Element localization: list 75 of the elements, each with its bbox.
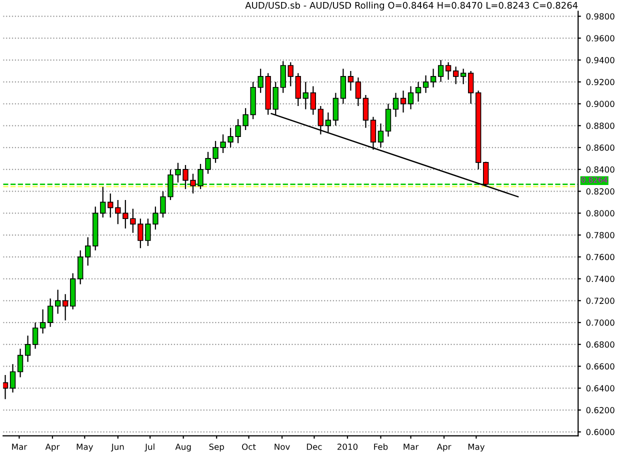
y-tick-label: 0.6200 <box>586 407 614 414</box>
candlestick <box>85 236 91 266</box>
x-tick-label: Dec <box>306 444 322 450</box>
y-tick-label: 0.9000 <box>586 100 614 108</box>
y-tick-label: 0.8200 <box>586 188 614 195</box>
y-tick-label: 0.7200 <box>586 298 614 304</box>
y-tick-label: 0.9200 <box>586 78 614 86</box>
candlestick <box>483 161 489 188</box>
y-tick-label: 0.9800 <box>586 13 614 20</box>
x-tick-label: May <box>468 444 485 452</box>
candlestick <box>10 364 16 394</box>
y-tick-label: 0.7800 <box>586 232 614 238</box>
candlestick <box>355 76 362 107</box>
candlestick <box>385 103 392 138</box>
x-tick-label: Mar <box>404 444 419 450</box>
candlestick <box>392 92 399 118</box>
candlestick <box>362 94 369 128</box>
x-tick-label: Mar <box>12 444 28 450</box>
x-tick-label: May <box>76 444 94 452</box>
x-tick-label: Aug <box>175 444 191 452</box>
candlestick <box>332 92 339 126</box>
candlestick <box>468 70 474 104</box>
candlestick <box>452 66 459 85</box>
candlestick <box>422 74 429 94</box>
x-tick-label: Nov <box>274 444 290 450</box>
y-tick-label: 0.8400 <box>586 166 614 173</box>
candlestick <box>62 294 68 321</box>
y-tick-label: 0.6600 <box>586 363 614 370</box>
candlestick <box>47 298 54 328</box>
x-tick-label: Oct <box>242 444 256 450</box>
x-tick-label: Apr <box>45 444 60 452</box>
x-tick-label: Jul <box>144 443 154 452</box>
candlestick <box>100 186 106 218</box>
candlestick <box>302 81 308 110</box>
x-tick-label: Apr <box>436 444 452 452</box>
candlestick <box>55 289 61 314</box>
candlestick <box>370 116 376 150</box>
candlestick <box>445 62 452 80</box>
y-tick-label: 0.6800 <box>586 341 614 348</box>
y-tick-label: 0.6000 <box>586 428 614 436</box>
candlestick <box>295 72 301 107</box>
x-tick-label: Feb <box>374 443 388 450</box>
candlestick <box>378 122 384 148</box>
candlestick <box>310 86 316 116</box>
candlestick <box>40 308 46 334</box>
y-tick-label: 0.9400 <box>586 57 614 64</box>
x-tick-label: Jun <box>110 444 124 452</box>
candlestick <box>24 335 31 362</box>
x-tick-label: Sep <box>209 444 224 452</box>
candlestick <box>430 68 436 88</box>
candlestick <box>408 86 414 110</box>
y-tick-label: 0.7600 <box>586 254 614 260</box>
candlestick <box>115 199 121 225</box>
y-tick-label: 0.8800 <box>586 122 614 129</box>
candlestick <box>17 348 24 378</box>
y-tick-label: 0.7000 <box>586 320 614 326</box>
candlestick <box>340 68 346 104</box>
chart-title: AUD/USD.sb - AUD/USD Rolling O=0.8464 H=0.8470 L=0.8243 C=0.8264 <box>245 2 578 10</box>
candlestick <box>460 68 466 85</box>
candlestick <box>258 68 264 94</box>
candlestick <box>288 62 294 87</box>
x-tick-label: 2010 <box>337 444 358 450</box>
candlestick <box>438 59 444 82</box>
candlestick <box>32 322 38 350</box>
y-tick-label: 0.8600 <box>586 144 614 151</box>
candlestick <box>78 250 84 285</box>
y-tick-label: 0.9600 <box>586 35 614 42</box>
candlestick <box>280 60 286 94</box>
y-tick-label: 0.8000 <box>586 210 614 216</box>
candlestick <box>348 70 354 92</box>
y-tick-label: 0.7400 <box>586 276 614 282</box>
candlestick <box>415 81 422 102</box>
y-tick-label: 0.6400 <box>586 385 614 392</box>
candlestick <box>108 192 114 218</box>
candlestick <box>400 90 406 114</box>
